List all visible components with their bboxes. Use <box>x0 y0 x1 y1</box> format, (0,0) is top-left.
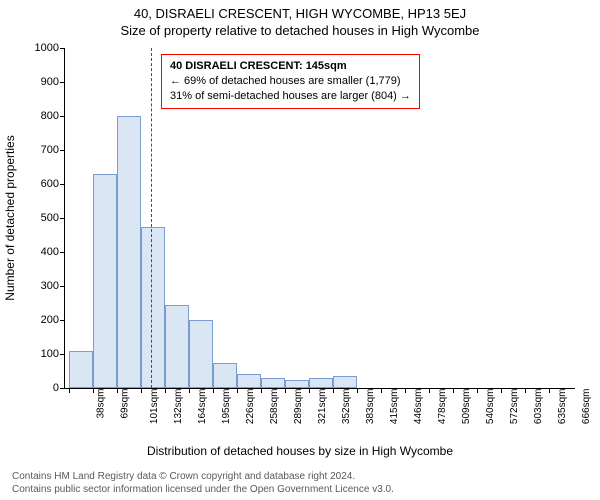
x-tick-label: 164sqm <box>197 389 208 425</box>
annotation-box: 40 DISRAELI CRESCENT: 145sqm← 69% of det… <box>161 54 420 109</box>
x-tick-label: 446sqm <box>413 389 424 425</box>
y-tick-mark <box>60 388 65 389</box>
annotation-line-1: 40 DISRAELI CRESCENT: 145sqm <box>170 59 411 74</box>
x-tick-label: 635sqm <box>557 389 568 425</box>
chart-title: 40, DISRAELI CRESCENT, HIGH WYCOMBE, HP1… <box>0 0 600 21</box>
y-axis-label: Number of detached properties <box>3 135 17 300</box>
plot-area: 0100200300400500600700800900100038sqm69s… <box>64 48 575 389</box>
x-tick-mark <box>117 388 118 393</box>
y-tick-label: 900 <box>25 76 59 88</box>
x-tick-label: 509sqm <box>461 389 472 425</box>
x-tick-label: 415sqm <box>389 389 400 425</box>
y-tick-label: 800 <box>25 110 59 122</box>
reference-line <box>151 48 152 388</box>
histogram-bar <box>69 351 93 388</box>
x-tick-label: 195sqm <box>221 389 232 425</box>
x-tick-label: 258sqm <box>269 389 280 425</box>
x-tick-mark <box>381 388 382 393</box>
x-tick-mark <box>165 388 166 393</box>
y-tick-label: 500 <box>25 212 59 224</box>
x-tick-label: 572sqm <box>509 389 520 425</box>
histogram-bar <box>117 116 141 388</box>
annotation-line-2: ← 69% of detached houses are smaller (1,… <box>170 74 411 89</box>
histogram-bar <box>261 378 285 388</box>
x-tick-label: 226sqm <box>245 389 256 425</box>
histogram-bar <box>93 174 117 388</box>
x-tick-label: 383sqm <box>365 389 376 425</box>
y-tick-mark <box>60 116 65 117</box>
y-tick-mark <box>60 286 65 287</box>
x-tick-mark <box>237 388 238 393</box>
histogram-bar <box>165 305 189 388</box>
y-tick-label: 200 <box>25 314 59 326</box>
histogram-bar <box>309 378 333 388</box>
footer-line-1: Contains HM Land Registry data © Crown c… <box>12 470 394 483</box>
x-tick-mark <box>189 388 190 393</box>
x-tick-mark <box>309 388 310 393</box>
x-tick-label: 101sqm <box>149 389 160 425</box>
x-tick-label: 666sqm <box>581 389 592 425</box>
histogram-bar <box>141 227 165 389</box>
chart-container: 40, DISRAELI CRESCENT, HIGH WYCOMBE, HP1… <box>0 0 600 500</box>
histogram-bar <box>333 376 357 388</box>
x-tick-label: 289sqm <box>293 389 304 425</box>
y-tick-mark <box>60 320 65 321</box>
x-tick-mark <box>453 388 454 393</box>
x-tick-label: 352sqm <box>341 389 352 425</box>
footer-attribution: Contains HM Land Registry data © Crown c… <box>12 470 394 496</box>
x-tick-label: 478sqm <box>437 389 448 425</box>
histogram-bar <box>213 363 237 389</box>
y-tick-label: 1000 <box>25 42 59 54</box>
x-tick-mark <box>405 388 406 393</box>
x-tick-mark <box>93 388 94 393</box>
x-tick-label: 540sqm <box>485 389 496 425</box>
histogram-bar <box>189 320 213 388</box>
x-tick-mark <box>501 388 502 393</box>
y-tick-label: 100 <box>25 348 59 360</box>
histogram-bar <box>237 374 261 388</box>
x-tick-mark <box>141 388 142 393</box>
x-axis-label: Distribution of detached houses by size … <box>0 444 600 458</box>
y-tick-mark <box>60 252 65 253</box>
y-tick-mark <box>60 48 65 49</box>
x-tick-mark <box>525 388 526 393</box>
x-tick-mark <box>285 388 286 393</box>
x-tick-mark <box>333 388 334 393</box>
x-tick-label: 603sqm <box>533 389 544 425</box>
y-tick-mark <box>60 184 65 185</box>
x-tick-mark <box>213 388 214 393</box>
y-tick-mark <box>60 218 65 219</box>
histogram-bar <box>285 380 309 389</box>
x-tick-mark <box>477 388 478 393</box>
y-tick-label: 400 <box>25 246 59 258</box>
x-tick-mark <box>429 388 430 393</box>
footer-line-2: Contains public sector information licen… <box>12 483 394 496</box>
x-tick-label: 132sqm <box>173 389 184 425</box>
chart-subtitle: Size of property relative to detached ho… <box>0 21 600 38</box>
x-tick-label: 321sqm <box>317 389 328 425</box>
annotation-line-3: 31% of semi-detached houses are larger (… <box>170 89 411 104</box>
y-tick-mark <box>60 150 65 151</box>
x-tick-mark <box>69 388 70 393</box>
y-tick-mark <box>60 354 65 355</box>
y-tick-label: 700 <box>25 144 59 156</box>
x-tick-label: 38sqm <box>96 389 107 419</box>
x-tick-mark <box>261 388 262 393</box>
y-tick-label: 0 <box>25 382 59 394</box>
x-tick-mark <box>549 388 550 393</box>
y-tick-label: 600 <box>25 178 59 190</box>
y-tick-label: 300 <box>25 280 59 292</box>
y-tick-mark <box>60 82 65 83</box>
x-tick-mark <box>357 388 358 393</box>
x-tick-label: 69sqm <box>120 389 131 419</box>
